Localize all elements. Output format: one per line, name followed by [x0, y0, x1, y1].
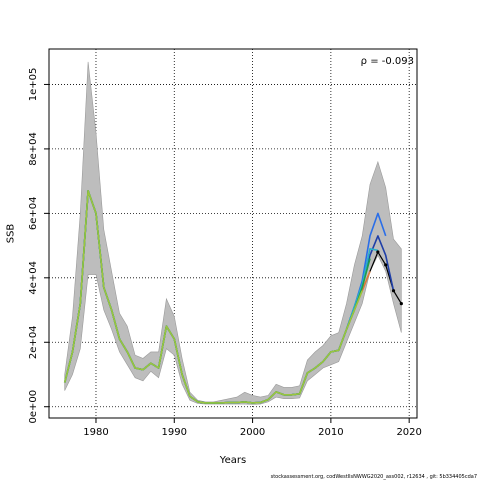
footer-credit: stockassessment.org, codWestIlsNWWG2020_…	[271, 474, 477, 480]
confidence-band	[64, 61, 402, 405]
x-tick-label: 1990	[162, 427, 187, 438]
terminal-point	[391, 289, 396, 293]
y-tick-label: 2e+04	[28, 325, 39, 359]
y-tick-label: 6e+04	[28, 197, 39, 231]
y-tick-label: 4e+04	[28, 261, 39, 295]
y-axis-title: SSB	[6, 224, 17, 244]
x-tick-label: 1980	[83, 427, 108, 438]
terminal-point	[384, 263, 388, 267]
series-layer	[63, 190, 402, 404]
x-tick-label: 2000	[240, 427, 265, 438]
x-axis: 1980 1990 2000 2010 2020	[83, 418, 422, 438]
y-tick-label: 8e+04	[28, 132, 39, 166]
x-tick-label: 2010	[318, 427, 343, 438]
x-axis-title: Years	[219, 455, 246, 466]
confidence-band-layer	[64, 61, 402, 405]
rho-annotation: ρ = -0.093	[361, 56, 414, 67]
x-tick-label: 2020	[396, 427, 421, 438]
plot-frame	[48, 48, 418, 419]
y-tick-label: 1e+05	[28, 68, 39, 102]
series-line-6	[63, 190, 363, 404]
terminal-points-layer	[376, 250, 403, 306]
terminal-point	[376, 250, 380, 254]
terminal-point	[399, 301, 403, 306]
y-axis: 0e+00 2e+04 4e+04 6e+04 8e+04 1e+05	[28, 68, 49, 424]
y-tick-label: 0e+00	[28, 390, 39, 424]
